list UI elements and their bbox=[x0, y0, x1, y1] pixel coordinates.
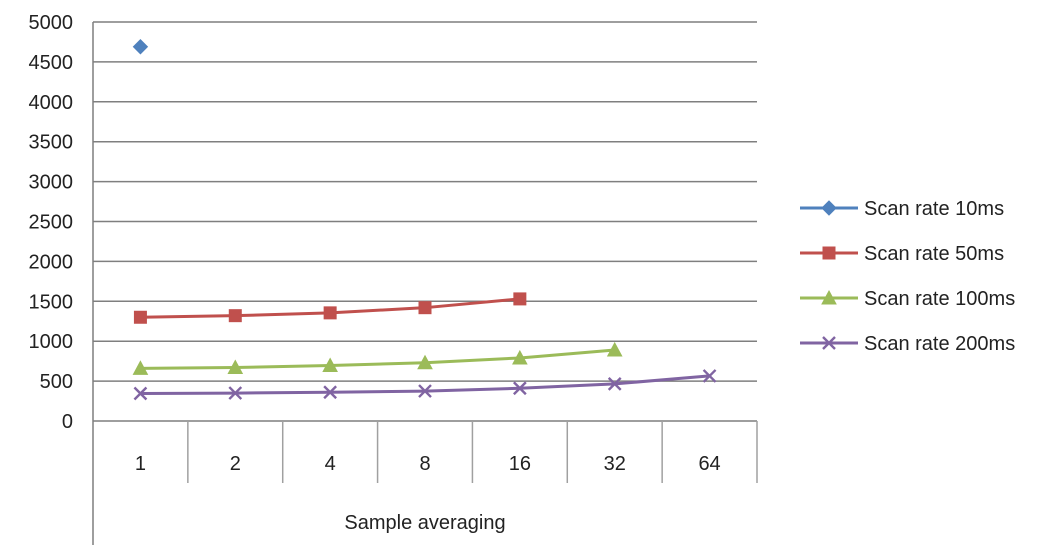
data-point bbox=[513, 381, 527, 396]
y-tick-label: 1000 bbox=[29, 331, 74, 353]
x-tick-label: 2 bbox=[230, 453, 241, 475]
legend-label: Scan rate 100ms bbox=[864, 288, 1015, 310]
y-tick-label: 4500 bbox=[29, 52, 74, 74]
y-tick-label: 1500 bbox=[29, 291, 74, 313]
legend-marker bbox=[821, 289, 837, 305]
data-point bbox=[417, 354, 433, 370]
data-point bbox=[607, 377, 622, 391]
legend-item: Scan rate 50ms bbox=[800, 243, 1004, 265]
data-point bbox=[133, 310, 147, 324]
x-tick-label: 8 bbox=[419, 453, 430, 475]
data-point bbox=[322, 357, 338, 373]
y-axis: 0 500 1000 1500 2000 2500 3000 3500 4000 4500 5000 bbox=[29, 12, 94, 545]
x-tick-label: 16 bbox=[509, 453, 531, 475]
legend-label: Scan rate 200ms bbox=[864, 333, 1015, 355]
series-group bbox=[132, 39, 717, 401]
y-tick-label: 500 bbox=[40, 371, 73, 393]
y-tick-label: 2000 bbox=[29, 251, 74, 273]
data-point bbox=[323, 385, 337, 400]
x-axis: 1 2 4 8 16 32 64 bbox=[135, 421, 758, 483]
series-4 bbox=[133, 369, 717, 401]
data-point bbox=[606, 341, 623, 357]
x-tick-label: 64 bbox=[698, 453, 720, 475]
data-point bbox=[228, 309, 242, 323]
legend-label: Scan rate 10ms bbox=[864, 198, 1004, 220]
data-point bbox=[513, 292, 527, 306]
data-point bbox=[702, 369, 717, 383]
legend-item: Scan rate 100ms bbox=[800, 288, 1015, 310]
x-axis-title: Sample averaging bbox=[344, 512, 505, 534]
x-tick-label: 4 bbox=[325, 453, 336, 475]
data-point bbox=[132, 39, 149, 55]
y-tick-label: 3000 bbox=[29, 172, 74, 194]
data-point bbox=[228, 386, 243, 400]
y-tick-label: 5000 bbox=[29, 12, 74, 34]
y-tick-label: 0 bbox=[62, 411, 73, 433]
legend-marker bbox=[822, 246, 836, 260]
y-tick-label: 4000 bbox=[29, 92, 74, 114]
series-3 bbox=[132, 341, 623, 375]
series-1 bbox=[132, 39, 149, 55]
x-tick-label: 1 bbox=[135, 453, 146, 475]
data-point bbox=[133, 386, 148, 401]
data-point bbox=[323, 306, 337, 320]
data-point bbox=[512, 349, 528, 365]
legend: Scan rate 10ms Scan rate 50ms Scan rate 10… bbox=[800, 198, 1015, 355]
data-point bbox=[132, 360, 149, 375]
x-tick-label: 32 bbox=[604, 453, 626, 475]
y-tick-label: 3500 bbox=[29, 132, 74, 154]
gridlines bbox=[93, 21, 757, 422]
legend-label: Scan rate 50ms bbox=[864, 243, 1004, 265]
data-point bbox=[418, 384, 432, 398]
data-point bbox=[227, 359, 244, 375]
series-2 bbox=[133, 292, 527, 324]
y-tick-label: 2500 bbox=[29, 212, 74, 234]
legend-item: Scan rate 10ms bbox=[800, 198, 1004, 220]
legend-item: Scan rate 200ms bbox=[800, 333, 1015, 355]
series-line bbox=[140, 348, 615, 370]
legend-marker bbox=[821, 200, 837, 216]
data-point bbox=[418, 301, 432, 315]
legend-marker bbox=[822, 336, 836, 350]
